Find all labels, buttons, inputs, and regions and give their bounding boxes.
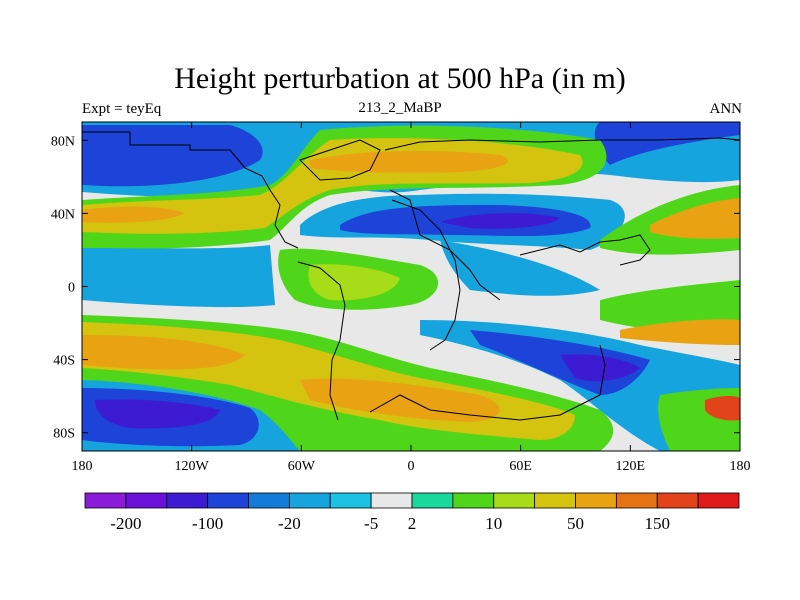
x-tick-label: 120W [175,459,210,474]
x-tick-label: 60E [509,459,532,474]
colorbar-box [615,492,658,509]
field-band-nh-yellow [82,138,583,234]
field-band-se-red [705,395,740,421]
colorbar-box [125,492,168,509]
field-band-north-blue [82,125,263,187]
field-band-nh-green [82,125,607,250]
x-tick-label: 180 [72,459,93,474]
field-band-north-cyan [82,122,740,197]
plot-frame [81,121,741,452]
colorbar-label: -100 [192,514,223,533]
y-axis: 80N 40N 0 40S 80S [51,134,740,442]
field-band-asia-deep [440,213,560,229]
colorbar-box [248,492,290,509]
colorbar-label: -200 [110,514,141,533]
colorbar-box [534,492,576,509]
colorbar-box [493,492,536,509]
coastline-antarctica [369,344,606,421]
field-band-tropic-green-e [600,280,740,335]
coastline-africa [391,199,461,351]
colorbar-box [697,492,740,509]
field-band-sh-blue [82,388,259,447]
y-tick-label: 40S [53,354,75,369]
coastlines [82,131,740,421]
field-band-tropic-yellow [308,264,400,301]
colorbar-box [166,492,209,509]
colorbar-box [370,492,413,509]
chart-title: Height perturbation at 500 hPa (in m) [174,62,626,95]
colorbar: -200 -100 -20 -5 2 10 50 150 [84,492,740,533]
colorbar-box [288,492,331,509]
field-band-tropic-green [278,248,439,310]
x-tick-label: 120E [616,459,646,474]
colorbar-box [656,492,699,509]
colorbar-box [207,492,249,509]
season-label: ANN [709,101,743,117]
coastline-south-america [297,261,346,421]
colorbar-label: 150 [645,514,671,533]
coastline-greenland [299,139,381,181]
field-band-npac-orange [650,198,740,239]
y-tick-label: 80N [51,134,75,149]
y-tick-label: 80S [53,427,75,442]
colorbar-box [84,492,127,509]
field-band-se-cyan [420,320,740,451]
field-band-npac-green [600,185,740,255]
colorbar-box [575,492,617,509]
field-band-se-green [658,388,740,451]
x-tick-label: 0 [408,459,415,474]
field-band-asia-blue [340,205,591,237]
coastline-eurasia [384,137,740,301]
field-band-nh-orange [82,150,508,223]
colorbar-label: 50 [567,514,584,533]
x-tick-label: 180 [730,459,751,474]
field-band-ne-blue [594,122,740,165]
coastline-north-america [82,131,299,249]
x-axis: 180 120W 60W 0 60E 120E 180 [72,122,751,474]
field-band-sh-orange [82,335,500,422]
colorbar-label: 10 [485,514,502,533]
field-band-se-deep [560,354,640,382]
field-band-se-blue [470,330,650,395]
field-band-sh-cyan [82,380,300,451]
field-band-sh-yellow [82,322,575,440]
colorbar-label: 2 [408,514,417,533]
experiment-label: Expt = teyEq [82,101,162,117]
field-band-asia-cyan [300,193,625,250]
colorbar-label: -20 [278,514,301,533]
x-tick-label: 60W [288,459,316,474]
colorbar-box [411,492,454,509]
field-band-tropic-cyan [82,245,275,308]
colorbar-box [452,492,495,509]
field-band-tropic-cyan-e [440,240,600,296]
field-band-sh-green [82,315,614,451]
colorbar-box [329,492,372,509]
y-tick-label: 0 [68,281,75,296]
y-tick-label: 40N [51,207,75,222]
field-band-se-orange [620,319,740,345]
case-label: 213_2_MaBP [358,100,442,116]
field-band-sh-deep [95,399,220,429]
height-field [82,122,740,451]
colorbar-label: -5 [364,514,378,533]
